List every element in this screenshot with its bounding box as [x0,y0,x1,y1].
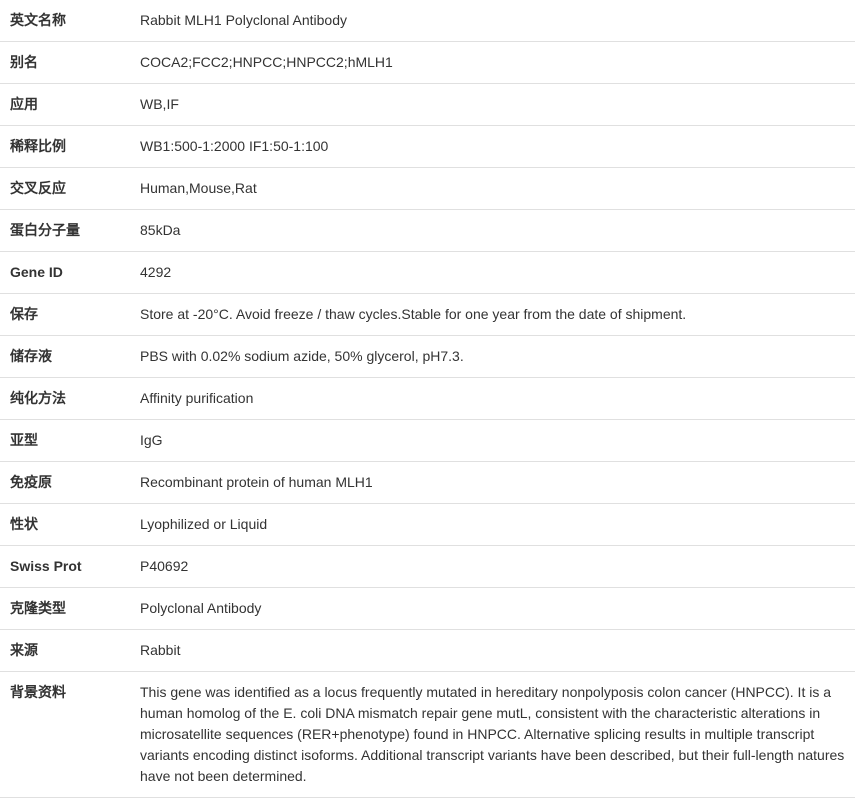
table-row: Gene ID 4292 [0,252,855,294]
table-row: 来源 Rabbit [0,630,855,672]
row-value: Recombinant protein of human MLH1 [130,462,855,504]
row-label: 储存液 [0,336,130,378]
row-label: 纯化方法 [0,378,130,420]
row-value: Rabbit [130,630,855,672]
table-row: 亚型 IgG [0,420,855,462]
table-row: 免疫原 Recombinant protein of human MLH1 [0,462,855,504]
row-value: PBS with 0.02% sodium azide, 50% glycero… [130,336,855,378]
row-value: P40692 [130,546,855,588]
spec-table-body: 英文名称 Rabbit MLH1 Polyclonal Antibody 别名 … [0,0,855,798]
row-value: IgG [130,420,855,462]
row-value: COCA2;FCC2;HNPCC;HNPCC2;hMLH1 [130,42,855,84]
row-value: 4292 [130,252,855,294]
table-row: 稀释比例 WB1:500-1:2000 IF1:50-1:100 [0,126,855,168]
table-row: 蛋白分子量 85kDa [0,210,855,252]
row-label: 别名 [0,42,130,84]
row-label: 蛋白分子量 [0,210,130,252]
row-label: Swiss Prot [0,546,130,588]
table-row: 背景资料 This gene was identified as a locus… [0,672,855,798]
row-label: Gene ID [0,252,130,294]
row-value: Human,Mouse,Rat [130,168,855,210]
table-row: 性状 Lyophilized or Liquid [0,504,855,546]
row-label: 免疫原 [0,462,130,504]
row-value: WB1:500-1:2000 IF1:50-1:100 [130,126,855,168]
row-value: Lyophilized or Liquid [130,504,855,546]
row-value: Rabbit MLH1 Polyclonal Antibody [130,0,855,42]
table-row: 英文名称 Rabbit MLH1 Polyclonal Antibody [0,0,855,42]
table-row: 保存 Store at -20°C. Avoid freeze / thaw c… [0,294,855,336]
row-label: 亚型 [0,420,130,462]
table-row: Swiss Prot P40692 [0,546,855,588]
row-label: 保存 [0,294,130,336]
row-label: 来源 [0,630,130,672]
row-value: Store at -20°C. Avoid freeze / thaw cycl… [130,294,855,336]
table-row: 储存液 PBS with 0.02% sodium azide, 50% gly… [0,336,855,378]
table-row: 纯化方法 Affinity purification [0,378,855,420]
row-value: Affinity purification [130,378,855,420]
row-label: 英文名称 [0,0,130,42]
row-label: 稀释比例 [0,126,130,168]
table-row: 交叉反应 Human,Mouse,Rat [0,168,855,210]
table-row: 别名 COCA2;FCC2;HNPCC;HNPCC2;hMLH1 [0,42,855,84]
row-value: 85kDa [130,210,855,252]
row-label: 性状 [0,504,130,546]
table-row: 应用 WB,IF [0,84,855,126]
row-value: Polyclonal Antibody [130,588,855,630]
row-value: WB,IF [130,84,855,126]
spec-table: 英文名称 Rabbit MLH1 Polyclonal Antibody 别名 … [0,0,855,798]
table-row: 克隆类型 Polyclonal Antibody [0,588,855,630]
row-label: 交叉反应 [0,168,130,210]
row-label: 应用 [0,84,130,126]
row-value: This gene was identified as a locus freq… [130,672,855,798]
row-label: 背景资料 [0,672,130,798]
row-label: 克隆类型 [0,588,130,630]
